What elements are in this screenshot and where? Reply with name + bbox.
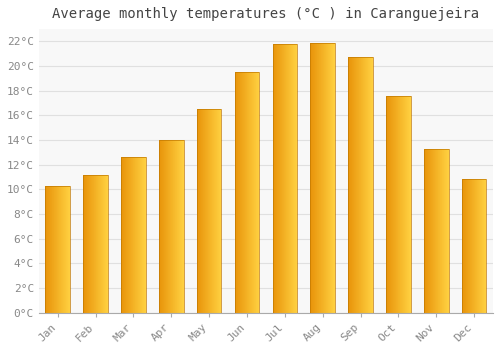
Bar	[386, 96, 410, 313]
Bar	[197, 109, 222, 313]
Bar	[84, 175, 108, 313]
Bar	[272, 44, 297, 313]
Bar	[348, 57, 373, 313]
Bar	[310, 43, 335, 313]
Bar	[234, 72, 260, 313]
Title: Average monthly temperatures (°C ) in Caranguejeira: Average monthly temperatures (°C ) in Ca…	[52, 7, 480, 21]
Bar	[462, 180, 486, 313]
Bar	[159, 140, 184, 313]
Bar	[46, 186, 70, 313]
Bar	[424, 149, 448, 313]
Bar	[121, 157, 146, 313]
